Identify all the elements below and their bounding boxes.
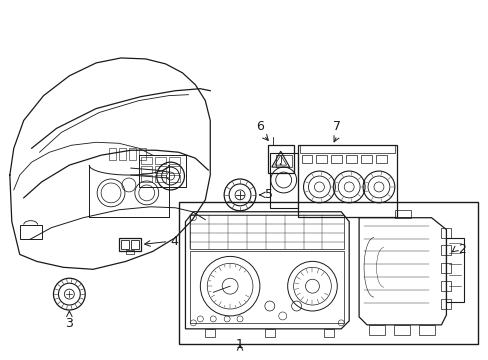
Text: 4: 4 [170, 235, 178, 248]
Bar [121, 239, 129, 249]
Bar [441, 299, 450, 309]
Bar [20, 225, 41, 239]
Bar [119, 148, 126, 160]
Bar [141, 166, 151, 173]
Bar [154, 166, 165, 173]
Bar [441, 246, 450, 255]
Bar [178, 202, 477, 344]
Text: 1: 1 [236, 338, 244, 351]
Text: 6: 6 [255, 120, 264, 133]
Bar [139, 148, 145, 160]
Bar [297, 145, 396, 217]
Bar [168, 175, 179, 182]
Bar [131, 239, 139, 249]
Bar [190, 251, 344, 323]
Bar [126, 251, 134, 255]
Bar [269, 153, 297, 208]
Bar [141, 157, 151, 164]
Bar [154, 157, 165, 164]
Bar [368, 325, 384, 335]
Bar [324, 329, 334, 337]
Bar [154, 175, 165, 182]
Bar [275, 155, 291, 167]
Bar [267, 145, 293, 173]
Text: 3: 3 [65, 317, 73, 330]
Bar [141, 175, 151, 182]
Circle shape [279, 163, 281, 165]
Bar [139, 155, 186, 187]
Bar [119, 238, 141, 251]
Bar [394, 210, 410, 218]
Bar [375, 155, 386, 163]
Bar [316, 155, 326, 163]
Bar [441, 281, 450, 291]
Bar [441, 264, 450, 273]
Bar [299, 145, 394, 153]
Bar [346, 155, 356, 163]
Bar [205, 329, 215, 337]
Bar [168, 157, 179, 164]
Bar [331, 155, 342, 163]
Bar [441, 228, 450, 238]
Bar [129, 148, 136, 160]
Bar [446, 238, 463, 302]
Text: 2: 2 [457, 243, 465, 256]
Bar [418, 325, 434, 335]
Text: 7: 7 [333, 120, 341, 133]
Bar [168, 166, 179, 173]
Bar [264, 329, 274, 337]
Bar [393, 325, 409, 335]
Bar [109, 148, 116, 160]
Bar [301, 155, 312, 163]
Text: 5: 5 [264, 188, 272, 201]
Bar [360, 155, 371, 163]
Bar [190, 215, 344, 249]
